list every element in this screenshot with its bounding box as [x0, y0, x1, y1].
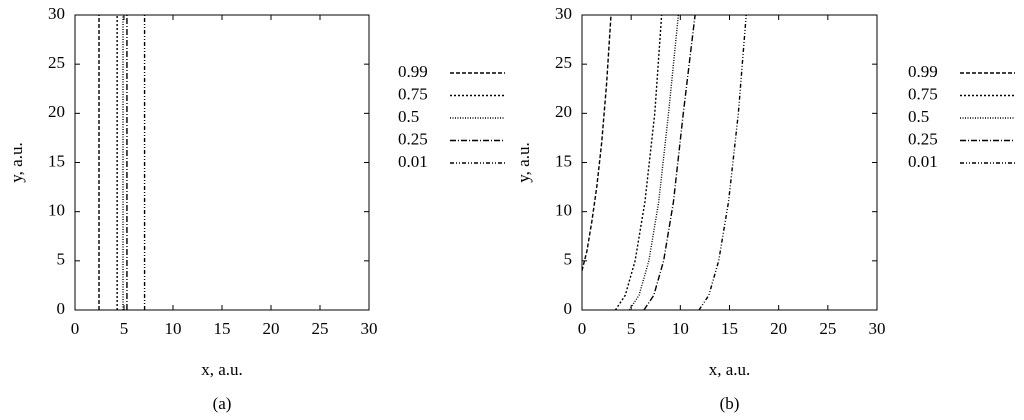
legend-label: 0.01	[908, 152, 938, 171]
y-tick-label: 5	[564, 250, 573, 269]
x-tick-label: 5	[627, 319, 636, 338]
y-tick-label: 30	[48, 4, 65, 23]
x-axis-label: x, a.u.	[709, 360, 751, 379]
legend-label: 0.5	[908, 107, 929, 126]
legend-label: 0.5	[398, 107, 419, 126]
y-tick-label: 20	[48, 102, 65, 121]
y-tick-label: 20	[555, 102, 572, 121]
x-tick-label: 15	[721, 319, 738, 338]
y-tick-label: 25	[555, 53, 572, 72]
y-tick-label: 25	[48, 53, 65, 72]
legend-label: 0.25	[908, 129, 938, 148]
data-line	[614, 14, 663, 311]
x-tick-label: 20	[770, 319, 787, 338]
y-tick-label: 10	[555, 201, 572, 220]
y-axis-label: y, a.u.	[7, 142, 26, 182]
y-tick-label: 0	[57, 299, 66, 318]
y-tick-label: 15	[555, 151, 572, 170]
y-tick-label: 5	[57, 250, 66, 269]
x-tick-label: 0	[578, 319, 587, 338]
legend-label: 0.99	[398, 62, 428, 81]
x-tick-label: 20	[263, 319, 280, 338]
x-tick-label: 5	[120, 319, 129, 338]
legend-label: 0.75	[908, 84, 938, 103]
x-tick-label: 25	[819, 319, 836, 338]
y-tick-label: 10	[48, 201, 65, 220]
x-tick-label: 15	[214, 319, 231, 338]
data-line	[698, 14, 747, 311]
x-tick-label: 30	[361, 319, 378, 338]
y-axis-label: y, a.u.	[514, 142, 533, 182]
data-line	[628, 14, 680, 311]
x-tick-label: 10	[672, 319, 689, 338]
caption: (a)	[213, 394, 232, 413]
legend-label: 0.25	[398, 129, 428, 148]
legend-label: 0.75	[398, 84, 428, 103]
data-line	[643, 14, 696, 311]
y-tick-label: 15	[48, 151, 65, 170]
plot-frame	[74, 14, 370, 311]
caption: (b)	[720, 394, 740, 413]
x-tick-label: 0	[71, 319, 80, 338]
x-tick-label: 10	[165, 319, 182, 338]
legend-label: 0.99	[908, 62, 938, 81]
x-axis-label: x, a.u.	[201, 360, 243, 379]
y-tick-label: 30	[555, 4, 572, 23]
data-line	[581, 14, 612, 271]
x-tick-label: 30	[869, 319, 886, 338]
x-tick-label: 25	[312, 319, 329, 338]
legend-label: 0.01	[398, 152, 428, 171]
y-tick-label: 0	[564, 299, 573, 318]
plot-frame	[581, 14, 878, 311]
